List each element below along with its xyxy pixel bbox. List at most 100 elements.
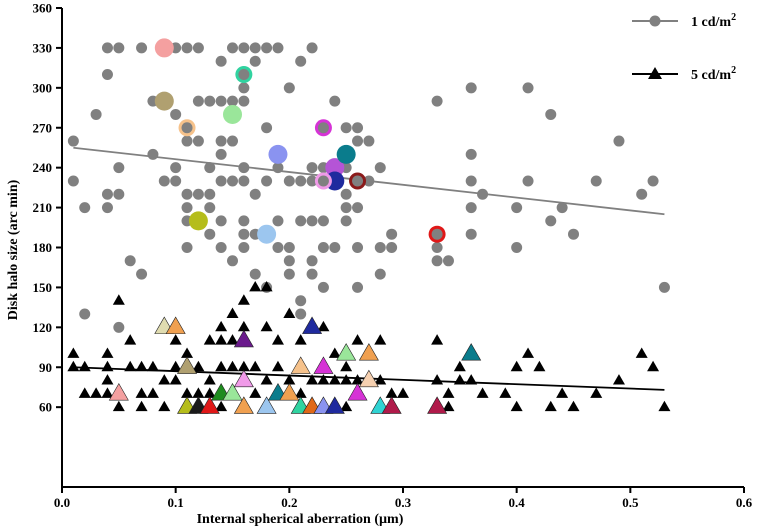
highlight-triangle — [324, 396, 345, 414]
data-point-circle — [340, 215, 352, 227]
data-point-circle — [283, 82, 295, 94]
data-point-circle — [238, 215, 250, 227]
data-point-circle — [340, 122, 352, 134]
data-point-circle — [215, 148, 227, 160]
data-point-triangle — [476, 387, 489, 398]
data-point-circle — [295, 55, 307, 67]
highlight-triangle — [165, 316, 186, 334]
highlight-triangle — [222, 383, 243, 401]
highlight-circle — [188, 211, 208, 231]
data-point-circle — [170, 108, 182, 120]
data-point-triangle — [294, 387, 307, 398]
data-point-triangle — [67, 360, 80, 372]
data-point-circle — [192, 95, 204, 107]
data-point-triangle — [67, 347, 80, 358]
y-tick-label: 150 — [33, 280, 53, 295]
data-point-triangle — [90, 387, 103, 398]
data-point-triangle — [203, 374, 216, 385]
data-point-triangle — [340, 360, 353, 372]
x-tick-label: 0.1 — [168, 495, 184, 510]
highlight-triangle — [290, 356, 311, 374]
data-point-circle — [227, 135, 238, 147]
y-tick-label: 330 — [33, 40, 53, 55]
data-point-triangle — [647, 360, 660, 372]
data-point-circle — [272, 162, 284, 174]
data-point-circle — [238, 228, 250, 240]
data-point-circle — [181, 188, 193, 200]
data-point-triangle — [510, 400, 523, 412]
highlight-triangle — [279, 383, 300, 401]
data-point-circle — [227, 255, 238, 267]
x-tick-label: 0.2 — [281, 495, 297, 510]
data-point-circle — [249, 42, 261, 54]
data-point-circle — [124, 255, 136, 267]
data-point-circle — [295, 175, 307, 187]
data-point-triangle — [465, 374, 478, 385]
data-point-triangle — [317, 374, 330, 385]
y-tick-label: 120 — [33, 320, 53, 335]
data-point-circle — [170, 162, 182, 174]
data-point-triangle — [612, 374, 625, 385]
data-point-circle — [283, 268, 295, 280]
data-point-circle — [215, 55, 227, 67]
data-point-triangle — [203, 387, 216, 398]
legend-label-1cd-main: 1 cd/m — [691, 15, 731, 30]
highlight-circle — [257, 224, 277, 244]
y-tick-label: 180 — [33, 240, 53, 255]
data-point-triangle — [192, 360, 205, 372]
data-point-circle — [136, 42, 148, 54]
data-point-triangle — [203, 334, 216, 345]
data-point-triangle — [567, 400, 580, 412]
data-point-circle — [386, 228, 398, 240]
data-point-triangle — [522, 347, 535, 358]
data-point-circle — [181, 135, 193, 147]
highlight-circle — [317, 175, 329, 187]
data-point-triangle — [226, 307, 239, 318]
axes — [56, 7, 745, 493]
data-point-circle — [283, 255, 295, 267]
data-point-circle — [442, 255, 454, 267]
legend-circle-marker — [649, 15, 661, 27]
data-point-circle — [113, 188, 125, 200]
data-point-circle — [192, 135, 204, 147]
data-point-circle — [90, 108, 102, 120]
data-point-circle — [465, 228, 477, 240]
data-point-circle — [465, 202, 477, 214]
y-tick-label: 60 — [39, 400, 52, 415]
highlight-triangle — [358, 343, 379, 361]
data-point-triangle — [340, 374, 353, 385]
x-axis-title: Internal spherical aberration (µm) — [197, 512, 404, 527]
data-point-circle — [511, 242, 523, 253]
highlight-triangle — [108, 383, 129, 401]
x-tick-label: 0.3 — [395, 495, 412, 510]
data-point-circle — [101, 202, 113, 214]
data-point-triangle — [112, 400, 125, 412]
data-point-circle — [431, 242, 443, 253]
data-point-circle — [352, 202, 364, 214]
data-point-circle — [329, 95, 341, 107]
data-point-circle — [249, 188, 261, 200]
data-point-circle — [613, 135, 625, 147]
data-point-triangle — [374, 334, 387, 345]
highlight-circle — [268, 144, 288, 164]
data-point-circle — [79, 308, 91, 320]
data-point-triangle — [237, 360, 250, 372]
legend-triangle-marker — [648, 67, 662, 79]
data-point-circle — [238, 242, 250, 253]
data-point-circle — [261, 175, 273, 187]
data-point-circle — [545, 108, 557, 120]
data-point-circle — [272, 42, 284, 54]
highlight-triangle — [358, 369, 379, 388]
data-point-triangle — [385, 387, 398, 398]
data-point-circle — [227, 95, 238, 107]
data-point-circle — [431, 95, 443, 107]
data-point-circle — [556, 202, 568, 214]
data-point-circle — [215, 175, 227, 187]
highlight-circle — [325, 158, 345, 178]
legend-label-5cd-sup: 2 — [731, 65, 736, 76]
data-point-circle — [374, 242, 386, 253]
data-point-circle — [329, 242, 341, 253]
data-point-triangle — [215, 320, 228, 332]
data-point-circle — [215, 215, 227, 227]
data-point-triangle — [351, 374, 364, 385]
